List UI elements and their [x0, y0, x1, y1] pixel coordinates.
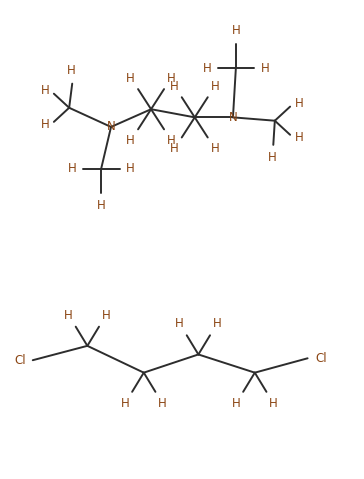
Text: H: H: [232, 24, 240, 37]
Text: H: H: [269, 397, 278, 410]
Text: H: H: [102, 308, 111, 322]
Text: H: H: [170, 80, 178, 92]
Text: H: H: [67, 64, 76, 77]
Text: H: H: [126, 162, 135, 175]
Text: H: H: [295, 97, 304, 110]
Text: H: H: [175, 317, 184, 331]
Text: H: H: [120, 397, 129, 410]
Text: H: H: [211, 142, 220, 155]
Text: N: N: [107, 120, 115, 134]
Text: Cl: Cl: [316, 352, 327, 365]
Text: H: H: [158, 397, 167, 410]
Text: H: H: [167, 134, 176, 147]
Text: N: N: [229, 111, 237, 124]
Text: H: H: [261, 61, 269, 75]
Text: H: H: [213, 317, 222, 331]
Text: H: H: [167, 71, 176, 84]
Text: H: H: [232, 397, 240, 410]
Text: H: H: [68, 162, 76, 175]
Text: H: H: [41, 118, 50, 131]
Text: H: H: [41, 84, 50, 97]
Text: H: H: [170, 142, 178, 155]
Text: H: H: [126, 71, 135, 84]
Text: H: H: [126, 134, 135, 147]
Text: H: H: [202, 61, 211, 75]
Text: H: H: [64, 308, 73, 322]
Text: H: H: [268, 151, 277, 164]
Text: H: H: [295, 131, 304, 144]
Text: H: H: [211, 80, 220, 92]
Text: Cl: Cl: [15, 354, 26, 367]
Text: H: H: [97, 199, 106, 212]
